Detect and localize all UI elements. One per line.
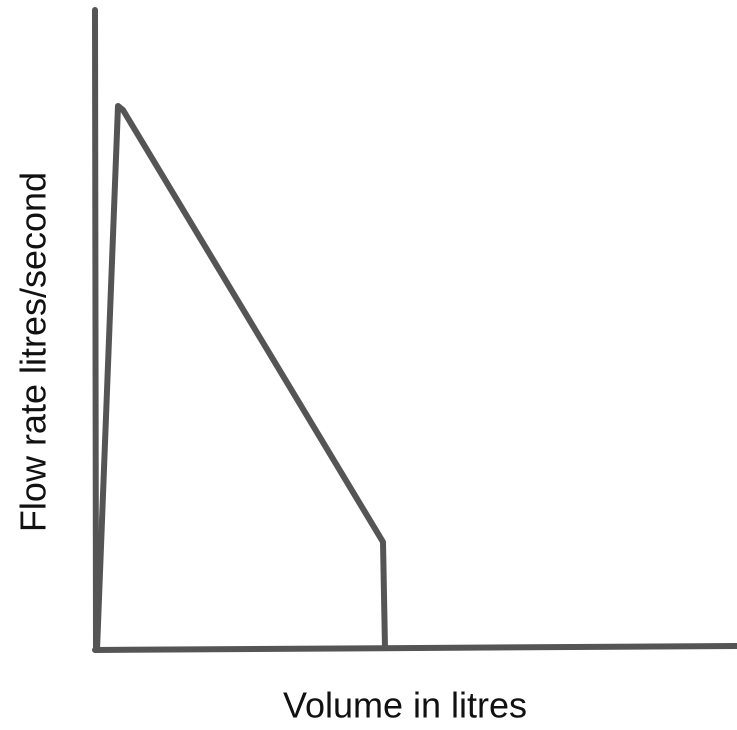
y-axis-label: Flow rate litres/second <box>13 172 54 532</box>
y-axis <box>92 7 99 653</box>
x-axis-label: Volume in litres <box>283 685 527 726</box>
flow-volume-curve <box>94 103 388 653</box>
x-axis <box>92 643 737 653</box>
